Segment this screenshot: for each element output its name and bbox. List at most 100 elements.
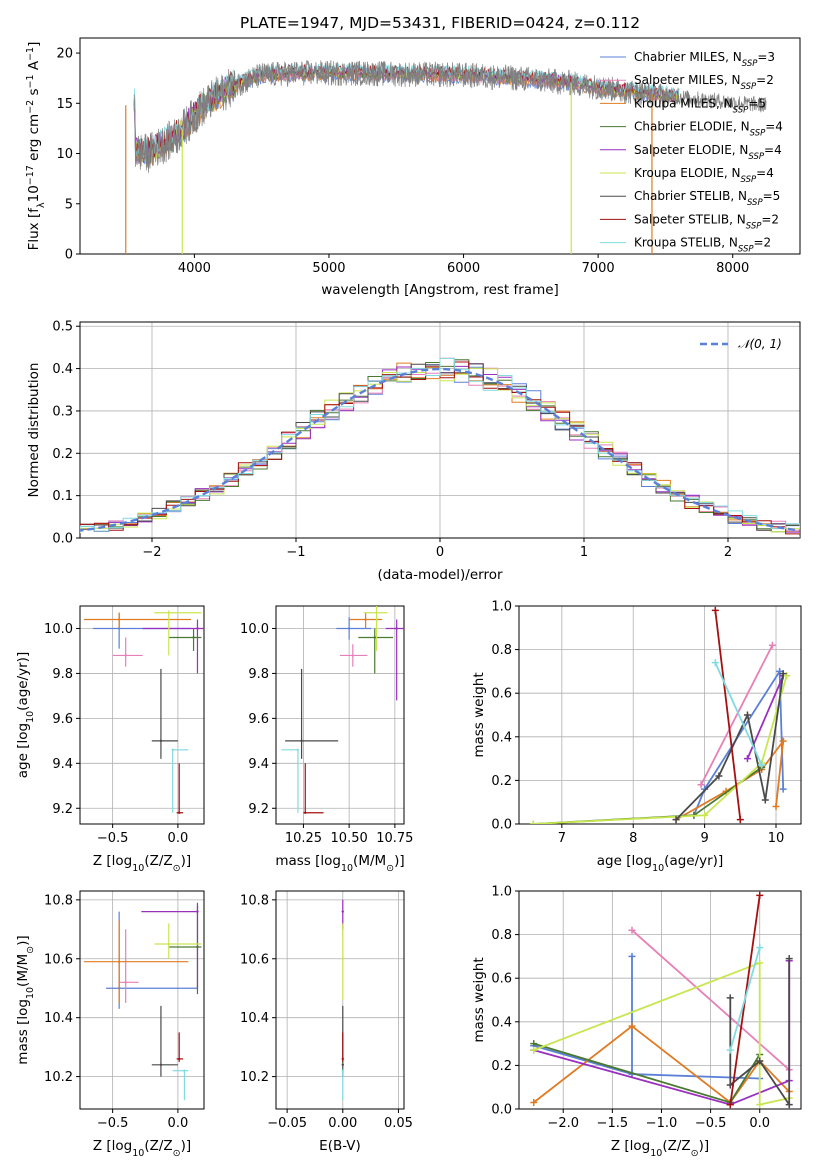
x-tick-label: 1 xyxy=(580,545,588,560)
y-axis-label: age [log10(age/yr)] xyxy=(15,652,36,778)
legend-label: 𝒩(0, 1) xyxy=(738,337,782,351)
plot-area xyxy=(83,610,204,814)
data-point xyxy=(300,739,303,743)
data-point xyxy=(117,618,121,621)
x-axis-label-part: )] xyxy=(699,1138,710,1154)
data-point xyxy=(373,636,376,639)
y-axis-label-part: ] xyxy=(26,42,42,47)
y-axis-label-part: (M/M xyxy=(15,954,31,987)
x-axis-label-part: Z [log xyxy=(93,1138,132,1154)
plus-marker xyxy=(756,944,764,952)
x-axis-label-part: )] xyxy=(394,853,405,869)
plot-frame xyxy=(275,890,405,1110)
y-axis-label-part: 10 xyxy=(25,711,36,723)
x-tick-label: −0.5 xyxy=(97,1116,129,1131)
legend-label-text: Kroupa MILES, N xyxy=(634,96,733,110)
plot-frame xyxy=(79,890,205,1110)
x-axis-label-part: 10 xyxy=(650,1148,662,1159)
series-line xyxy=(700,644,774,786)
legend-label-text: Salpeter STELIB, N xyxy=(634,212,746,226)
x-axis-label-part: )] xyxy=(181,1138,192,1154)
plus-marker xyxy=(783,672,791,680)
x-tick-label: 0.00 xyxy=(328,1116,357,1131)
plus-marker xyxy=(628,926,636,934)
legend-label: Salpeter MILES, NSSP=2 xyxy=(634,73,774,92)
plus-marker xyxy=(785,955,793,963)
legend-label-tail: =4 xyxy=(756,166,774,180)
plus-marker xyxy=(726,994,734,1002)
x-axis-label-part: 10 xyxy=(652,863,664,874)
x-axis-label: (data-model)/error xyxy=(377,567,503,583)
age-vs-mass-panel: 10.25 10.50 10.75 9.2 9.4 9.6 9.8 10.0 mass [log… xyxy=(240,605,413,874)
x-tick-label: −2 xyxy=(142,545,161,560)
y-tick-label: 0.2 xyxy=(491,774,512,789)
y-tick-label: 10.4 xyxy=(44,1011,73,1026)
series-line xyxy=(714,662,763,766)
mass-vs-extinction-panel: −0.05 0.00 0.05 10.2 10.4 10.6 10.8 E(B-V) xyxy=(240,890,413,1154)
y-tick-label: 0.0 xyxy=(52,532,73,547)
legend-label-text: Chabrier ELODIE, N xyxy=(634,120,750,134)
y-tick-label: 0.6 xyxy=(491,972,512,987)
y-axis-label-part: (age/yr)] xyxy=(15,652,31,711)
y-tick-label: 9.8 xyxy=(52,667,73,682)
legend-label-text: Salpeter MILES, N xyxy=(634,73,741,87)
plus-marker xyxy=(530,1098,538,1106)
x-axis-label-part: )] xyxy=(181,853,192,869)
y-tick-label: 9.4 xyxy=(52,757,73,772)
mass-weight-vs-metallicity-panel: −2.0 −1.5 −1.0 −0.5 0.0 0.0 0.2 0.4 0.6 0.8 1.0 Z [… xyxy=(471,885,802,1159)
x-axis-label: wavelength [Angstrom, rest frame] xyxy=(321,282,559,298)
plus-marker xyxy=(776,667,784,675)
x-axis-label-part: age [log xyxy=(597,853,652,869)
x-tick-label: 10.25 xyxy=(285,831,322,846)
plus-marker xyxy=(628,1022,636,1030)
x-axis-label-part: ⊙ xyxy=(173,1148,181,1159)
plot-area xyxy=(530,891,793,1109)
x-axis-label-part: ⊙ xyxy=(386,863,394,874)
y-tick-label: 0.4 xyxy=(491,1015,512,1030)
plus-marker xyxy=(779,785,787,793)
legend-label-text: Chabrier STELIB, N xyxy=(634,189,747,203)
y-axis-label-part: −1 xyxy=(25,74,36,88)
y-tick-label: 5 xyxy=(65,197,73,212)
data-point xyxy=(341,957,344,960)
y-axis-label-part: s xyxy=(26,88,42,99)
legend-label-tail: =2 xyxy=(754,236,772,250)
x-tick-label: 10.50 xyxy=(331,831,368,846)
y-tick-label: 0.6 xyxy=(491,687,512,702)
data-point xyxy=(171,748,174,752)
x-axis-label-part: (Z/Z xyxy=(662,1138,690,1154)
x-axis-label: Z [log10(Z/Z⊙)] xyxy=(93,853,191,874)
legend-label-sub: SSP xyxy=(750,129,766,139)
plus-marker xyxy=(743,755,751,763)
x-tick-label: −1 xyxy=(286,545,305,560)
x-tick-label: 0.0 xyxy=(168,831,189,846)
x-tick-label: 8000 xyxy=(716,261,749,276)
plot-area xyxy=(80,357,800,538)
data-point xyxy=(375,611,378,614)
plus-marker xyxy=(768,641,776,649)
plot-frame xyxy=(79,321,801,539)
y-tick-label: 10.8 xyxy=(240,893,269,908)
plot-frame xyxy=(79,37,801,255)
data-point xyxy=(178,811,181,814)
plus-marker xyxy=(779,737,787,745)
y-axis-label-part: −2 xyxy=(25,100,36,114)
x-tick-label: −0.5 xyxy=(695,1116,727,1131)
y-axis-label: Flux [fλ10−17 erg cm−2 s−1 A−1] xyxy=(25,42,47,251)
x-tick-label: 10 xyxy=(768,831,785,846)
data-point xyxy=(351,654,354,657)
legend-label: Salpeter STELIB, NSSP=2 xyxy=(634,212,779,231)
plus-marker xyxy=(711,606,719,614)
y-tick-label: 1.0 xyxy=(491,885,512,900)
figure-title: PLATE=1947, MJD=53431, FIBERID=0424, z=0… xyxy=(240,14,640,32)
legend-label-sub: SSP xyxy=(738,245,754,255)
y-tick-label: 9.6 xyxy=(248,712,269,727)
data-point xyxy=(167,611,170,614)
residual-histogram-panel: −2 −1 0 1 2 0.0 0.1 0.2 0.3 0.4 0.5 𝒩(0, 1) (data-mo… xyxy=(26,320,801,583)
y-tick-label: 0.4 xyxy=(491,730,512,745)
y-tick-label: 10.2 xyxy=(44,1070,73,1085)
spectrum-panel: 4000 5000 6000 7000 8000 0 5 10 15 20 Chabrier MIL… xyxy=(25,37,801,298)
x-tick-label: 0 xyxy=(436,545,444,560)
y-axis-label: mass weight xyxy=(471,672,487,757)
